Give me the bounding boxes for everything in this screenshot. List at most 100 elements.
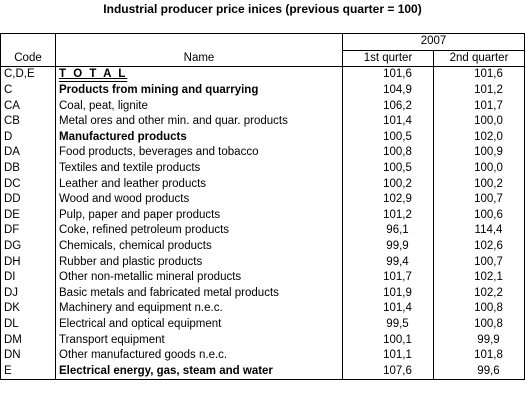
table-body: C,D,E T O T A L 101,6 101,6 C Products from m… [0,66,525,381]
header-code: Code [0,50,56,68]
row-name: Other manufactured goods n.e.c. [55,347,343,364]
table-row: C,D,E T O T A L 101,6 101,6 [0,66,525,83]
row-q2-value: 102,0 [433,129,525,146]
row-code: C,D,E [0,66,56,83]
table-row: DG Chemicals, chemical products 99,9 102,6 [0,238,525,255]
table-row: E Electrical energy, gas, steam and water… [0,363,525,381]
row-q1-value: 101,7 [342,269,434,286]
row-code: DN [0,347,56,364]
row-q2-value: 114,4 [433,223,525,239]
row-q1-value: 100,8 [342,145,434,161]
row-q1-value: 104,9 [342,82,434,99]
row-name: Chemicals, chemical products [55,238,343,255]
row-code: DB [0,160,56,177]
table-row: C Products from mining and quarrying 104,9… [0,82,525,99]
row-code: CB [0,113,56,130]
row-q2-value: 101,2 [433,82,525,99]
row-code: DG [0,238,56,255]
row-q1-value: 100,1 [342,332,434,348]
row-q1-value: 101,2 [342,207,434,224]
row-name: Products from mining and quarrying [55,82,343,99]
row-q2-value: 100,8 [433,301,525,317]
row-name: T O T A L [55,66,343,83]
row-q2-value: 100,6 [433,207,525,224]
row-name: Pulp, paper and paper products [55,207,343,224]
header-q2: 2nd quarter [433,50,525,68]
table-row: D Manufactured products 100,5 102,0 [0,129,525,146]
row-name: Food products, beverages and tobacco [55,145,343,161]
table-row: DJ Basic metals and fabricated metal prod… [0,285,525,302]
table-row: DH Rubber and plastic products 99,4 100,7 [0,254,525,270]
row-name: Metal ores and other min. and quar. prod… [55,113,343,130]
row-q1-value: 101,4 [342,113,434,130]
table-row: DF Coke, refined petroleum products 96,1 11… [0,223,525,239]
row-q2-value: 99,6 [433,363,525,381]
table-row: DN Other manufactured goods n.e.c. 101,1 10… [0,347,525,364]
row-name: Manufactured products [55,129,343,146]
row-name: Leather and leather products [55,176,343,192]
row-code: DJ [0,285,56,302]
row-q2-value: 102,2 [433,285,525,302]
row-q1-value: 106,2 [342,98,434,114]
row-name: Electrical energy, gas, steam and water [55,363,343,381]
price-index-table: 2007 Code Name 1st qurter 2nd quarter C,… [0,33,525,381]
row-q1-value: 107,6 [342,363,434,381]
row-code: E [0,363,56,381]
row-q1-value: 100,2 [342,176,434,192]
row-name: Other non-metallic mineral products [55,269,343,286]
row-q2-value: 102,1 [433,269,525,286]
row-q2-value: 101,6 [433,66,525,83]
row-name: Textiles and textile products [55,160,343,177]
table-row: DI Other non-metallic mineral products 101… [0,269,525,286]
row-q2-value: 101,7 [433,98,525,114]
row-code: DI [0,269,56,286]
row-code: D [0,129,56,146]
row-name: Wood and wood products [55,191,343,208]
row-q1-value: 99,9 [342,238,434,255]
row-name: Electrical and optical equipment [55,316,343,333]
table-row: DK Machinery and equipment n.e.c. 101,4 100… [0,301,525,317]
header-name-top [55,33,343,51]
row-q1-value: 99,5 [342,316,434,333]
page-title: Industrial producer price inices (previo… [103,2,422,16]
row-q2-value: 100,0 [433,160,525,177]
row-q1-value: 100,5 [342,129,434,146]
row-q2-value: 101,8 [433,347,525,364]
row-code: DH [0,254,56,270]
row-q1-value: 101,4 [342,301,434,317]
row-code: DF [0,223,56,239]
row-q2-value: 100,9 [433,145,525,161]
header-code-top [0,33,56,51]
row-q2-value: 100,0 [433,113,525,130]
row-name: Coal, peat, lignite [55,98,343,114]
row-q1-value: 96,1 [342,223,434,239]
table-row: DB Textiles and textile products 100,5 100,… [0,160,525,177]
header-name: Name [55,50,343,68]
row-code: DM [0,332,56,348]
table-row: DD Wood and wood products 102,9 100,7 [0,191,525,208]
row-q1-value: 101,9 [342,285,434,302]
row-code: DD [0,191,56,208]
header-q1: 1st qurter [342,50,434,68]
row-name: Machinery and equipment n.e.c. [55,301,343,317]
row-q2-value: 100,2 [433,176,525,192]
table-row: CA Coal, peat, lignite 106,2 101,7 [0,98,525,114]
row-name: Coke, refined petroleum products [55,223,343,239]
row-q1-value: 100,5 [342,160,434,177]
row-code: DA [0,145,56,161]
row-name: Basic metals and fabricated metal produc… [55,285,343,302]
row-name: Transport equipment [55,332,343,348]
row-q2-value: 100,7 [433,191,525,208]
row-code: DK [0,301,56,317]
header-year: 2007 [342,33,525,51]
row-code: DE [0,207,56,224]
row-q1-value: 101,1 [342,347,434,364]
row-code: DL [0,316,56,333]
row-code: C [0,82,56,99]
row-code: CA [0,98,56,114]
table-row: DM Transport equipment 100,1 99,9 [0,332,525,348]
row-q2-value: 99,9 [433,332,525,348]
table-row: DC Leather and leather products 100,2 100,2 [0,176,525,192]
row-q2-value: 100,7 [433,254,525,270]
row-name: Rubber and plastic products [55,254,343,270]
